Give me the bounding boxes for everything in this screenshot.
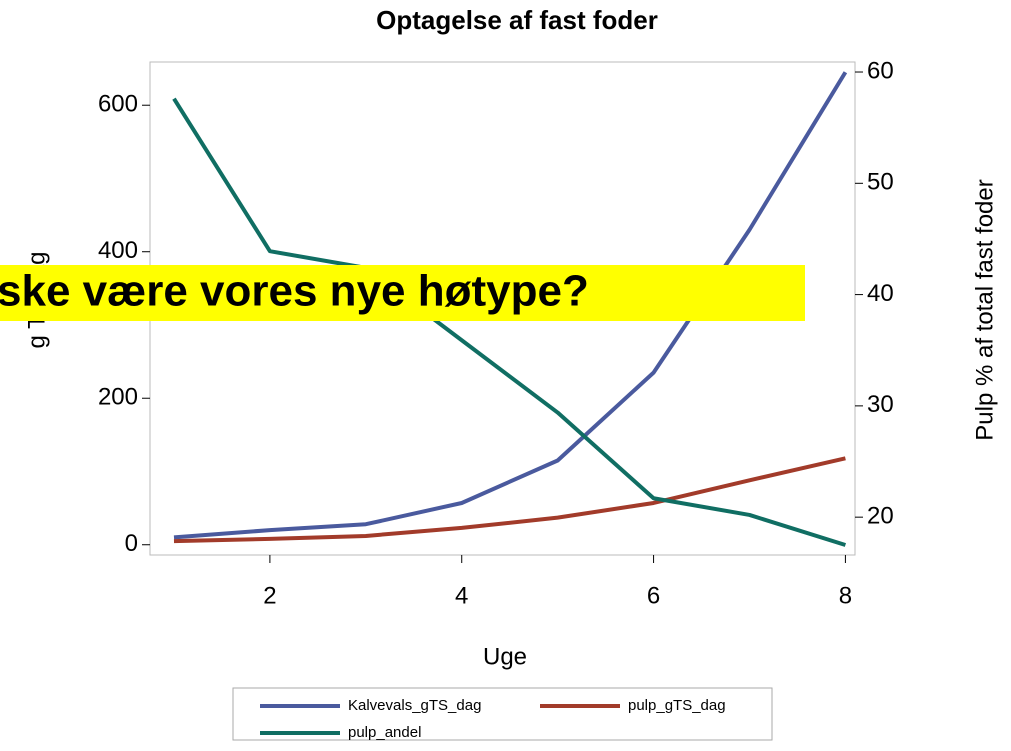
chart-title: Optagelse af fast foder <box>376 5 658 35</box>
x-tick-label: 2 <box>263 582 276 609</box>
y2-tick-label: 30 <box>867 391 894 418</box>
y2-tick-label: 40 <box>867 280 894 307</box>
legend-label: Kalvevals_gTS_dag <box>348 697 481 714</box>
x-tick-label: 4 <box>455 582 468 609</box>
y2-tick-label: 60 <box>867 57 894 84</box>
y2-tick-label: 50 <box>867 169 894 196</box>
series-line <box>173 456 846 544</box>
y-tick-label: 0 <box>125 530 138 557</box>
x-axis-label: Uge <box>483 643 527 670</box>
legend-label: pulp_andel <box>348 724 421 741</box>
marks: 2 4 6 8 0 200 400 600 20 30 40 50 60 <box>98 57 894 609</box>
x-tick-label: 6 <box>647 582 660 609</box>
banner <box>0 265 805 321</box>
series-line <box>172 97 847 547</box>
x-tick-label: 8 <box>839 582 852 609</box>
y-tick-label: 600 <box>98 91 138 118</box>
y2-tick-label: 20 <box>867 503 894 530</box>
y-tick-label: 200 <box>98 384 138 411</box>
series-line <box>173 71 848 540</box>
y-tick-label: 400 <box>98 237 138 264</box>
legend-label: pulp_gTS_dag <box>628 697 726 714</box>
banner-text: ske være vores nye høtype? <box>0 267 589 316</box>
y2-axis-label: Pulp % af total fast foder <box>971 179 998 440</box>
